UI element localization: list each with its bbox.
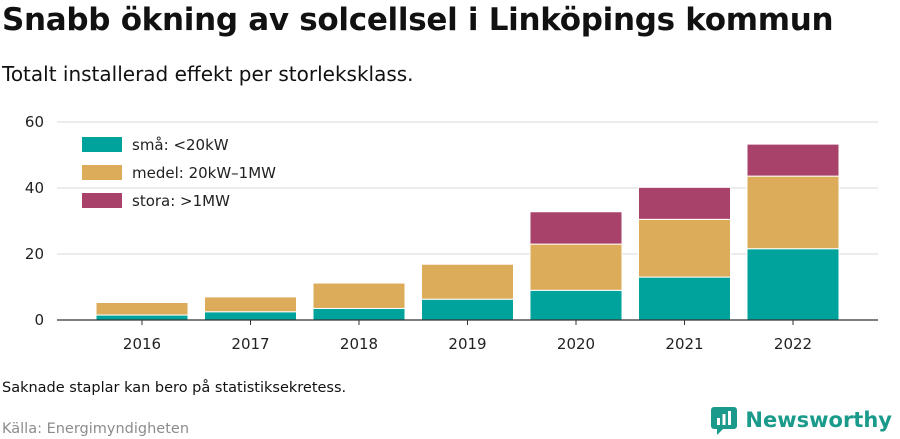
y-tick-label: 20 (25, 245, 44, 263)
legend-swatch (82, 165, 122, 180)
bar-segment-2018-0 (312, 307, 406, 321)
y-tick-label: 0 (34, 311, 44, 329)
x-tick-label: 2018 (340, 335, 378, 353)
x-tick-label: 2017 (231, 335, 269, 353)
chart-title: Snabb ökning av solcellsel i Linköpings … (2, 2, 834, 38)
bar-segment-2020-0 (529, 289, 623, 321)
legend: små: <20kW medel: 20kW–1MW stora: >1MW (82, 136, 276, 210)
y-tick-label: 40 (25, 179, 44, 197)
x-tick-label: 2021 (665, 335, 703, 353)
chart-subtitle: Totalt installerad effekt per storlekskl… (2, 62, 414, 86)
legend-swatch (82, 137, 122, 152)
bar-segment-2016-0 (95, 314, 189, 321)
x-axis-tick-labels: 2016 2017 2018 2019 2020 2021 2022 (123, 320, 812, 353)
bar-segment-2021-1 (638, 218, 731, 278)
grid-lines (57, 121, 878, 255)
y-axis-tick-labels: 0 20 40 60 (25, 113, 44, 329)
x-tick-label: 2019 (448, 335, 486, 353)
bar-segment-2019-1 (421, 263, 514, 300)
bar-segment-2022-1 (746, 175, 840, 250)
y-tick-label: 60 (25, 113, 44, 131)
legend-label: stora: >1MW (132, 192, 230, 210)
stacked-bar-chart: 0 20 40 60 2016 2017 2018 2019 2020 2021 2022 små… (25, 113, 878, 353)
brand-name: Newsworthy (745, 408, 892, 432)
bar-segment-2022-2 (746, 143, 840, 177)
x-tick-label: 2020 (557, 335, 595, 353)
x-tick-label: 2022 (774, 335, 812, 353)
bars (95, 143, 840, 321)
bar-segment-2018-1 (312, 282, 406, 309)
bar-segment-2020-2 (529, 211, 623, 245)
brand-logo[interactable]: Newsworthy (711, 405, 892, 435)
bar-segment-2020-1 (529, 243, 623, 291)
legend-swatch (82, 193, 122, 208)
footnote: Saknade staplar kan bero på statistiksek… (2, 380, 347, 396)
legend-label: medel: 20kW–1MW (132, 164, 276, 182)
bar-segment-2021-0 (638, 276, 731, 321)
bar-segment-2019-0 (421, 298, 514, 321)
bar-segment-2021-2 (638, 186, 731, 220)
bar-segment-2016-1 (95, 302, 189, 316)
source-credit: Källa: Energimyndigheten (2, 421, 190, 437)
bar-segment-2017-1 (204, 296, 297, 313)
x-tick-label: 2016 (123, 335, 161, 353)
bar-segment-2017-0 (204, 311, 297, 321)
bar-segment-2022-0 (746, 248, 840, 321)
legend-label: små: <20kW (132, 136, 229, 154)
newsworthy-logo-icon (711, 407, 738, 435)
